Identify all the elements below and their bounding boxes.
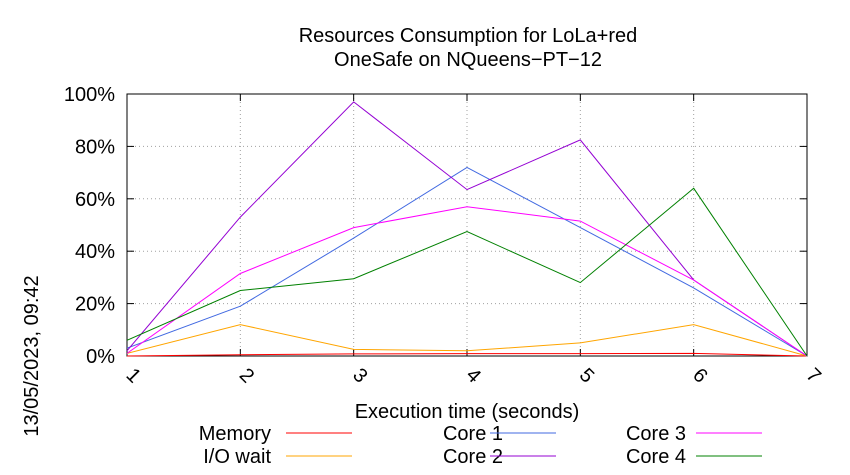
series-line-memory [126, 352, 808, 357]
y-tick-label: 40% [75, 241, 115, 263]
series-lines [126, 101, 808, 357]
legend-label-i-o-wait: I/O wait [203, 446, 271, 468]
timestamp-label: 13/05/2023, 09:42 [21, 275, 43, 436]
legend-label-memory: Memory [199, 423, 271, 445]
legend-label-core-1: Core 1 [443, 423, 503, 445]
series-line-core-4 [126, 187, 808, 357]
x-tick-label: 6 [688, 364, 711, 387]
series-line-core-2 [126, 101, 808, 357]
legend-label-core-4: Core 4 [626, 446, 686, 468]
plot-border [126, 93, 808, 357]
y-tick-label: 0% [86, 346, 115, 368]
legend-label-core-3: Core 3 [626, 423, 686, 445]
chart-title-line-2: OneSafe on NQueens−PT−12 [334, 49, 602, 71]
chart-title-line-1: Resources Consumption for LoLa+red [299, 25, 638, 47]
series-line-core-3 [126, 206, 808, 357]
x-tick-label: 2 [235, 364, 258, 387]
x-tick-label: 5 [575, 364, 598, 387]
y-tick-label: 20% [75, 294, 115, 316]
series-line-core-1 [126, 166, 808, 357]
axis-ticks: 0% 20% 40% 60% 80% 100% 1 2 3 4 5 6 7 [64, 84, 825, 387]
series-line-i-o-wait [126, 324, 808, 357]
y-tick-label: 80% [75, 136, 115, 158]
y-tick-label: 60% [75, 189, 115, 211]
grid [127, 94, 807, 356]
x-tick-label: 4 [462, 364, 485, 387]
x-tick-label: 7 [802, 364, 825, 387]
y-tick-label: 100% [64, 84, 115, 106]
legend-label-core-2: Core 2 [443, 446, 503, 468]
x-tick-label: 1 [122, 364, 145, 387]
x-axis-label: Execution time (seconds) [355, 401, 580, 423]
x-tick-label: 3 [348, 364, 371, 387]
